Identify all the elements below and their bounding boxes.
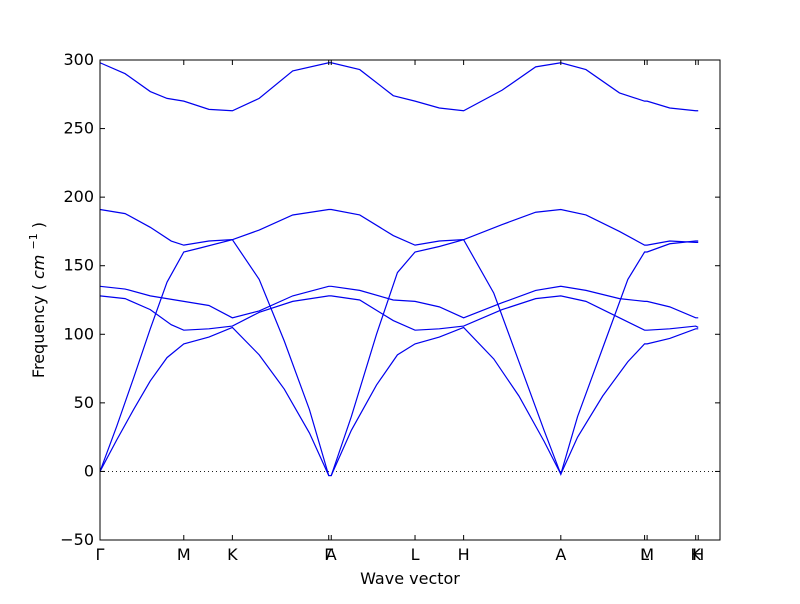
dispersion-branch-3 <box>99 238 699 477</box>
y-axis-label-paren-open: ( <box>29 284 48 290</box>
dispersion-branch-2 <box>99 208 699 246</box>
y-tick-label: 300 <box>63 50 94 69</box>
y-tick-label: −50 <box>60 530 94 549</box>
x-axis-label: Wave vector <box>360 569 460 588</box>
x-tick-label: L <box>411 545 420 564</box>
y-axis-label-unit: cm <box>29 255 48 279</box>
x-tick-label: L <box>640 545 649 564</box>
y-tick-label: 150 <box>63 256 94 275</box>
y-tick-label: 100 <box>63 324 94 343</box>
x-tick-label: A <box>326 545 337 564</box>
y-tick-label: 200 <box>63 187 94 206</box>
dispersion-branch-4 <box>99 285 699 319</box>
y-axis-label-text: Frequency <box>29 295 48 378</box>
x-tick-label: A <box>555 545 566 564</box>
x-tick-label: Γ <box>324 545 333 564</box>
y-axis-label-unit-exp: −1 <box>27 233 40 249</box>
dispersion-branch-6 <box>99 326 699 477</box>
y-tick-label: 50 <box>74 393 94 412</box>
y-axis-label-paren-close: ) <box>29 222 48 228</box>
dispersion-branch-5 <box>99 295 699 331</box>
x-tick-label: M <box>177 545 191 564</box>
y-tick-label: 250 <box>63 119 94 138</box>
dispersion-branch-1 <box>99 62 699 112</box>
y-axis-label: Frequency ( cm −1 ) <box>22 222 48 378</box>
x-tick-label: H <box>692 545 704 564</box>
x-tick-label: Γ <box>96 545 105 564</box>
plot-frame <box>99 59 721 541</box>
y-tick-label: 0 <box>84 461 94 480</box>
x-tick-label: M <box>640 545 654 564</box>
x-tick-label: K <box>227 545 238 564</box>
x-tick-label: K <box>690 545 701 564</box>
x-tick-label: H <box>458 545 470 564</box>
